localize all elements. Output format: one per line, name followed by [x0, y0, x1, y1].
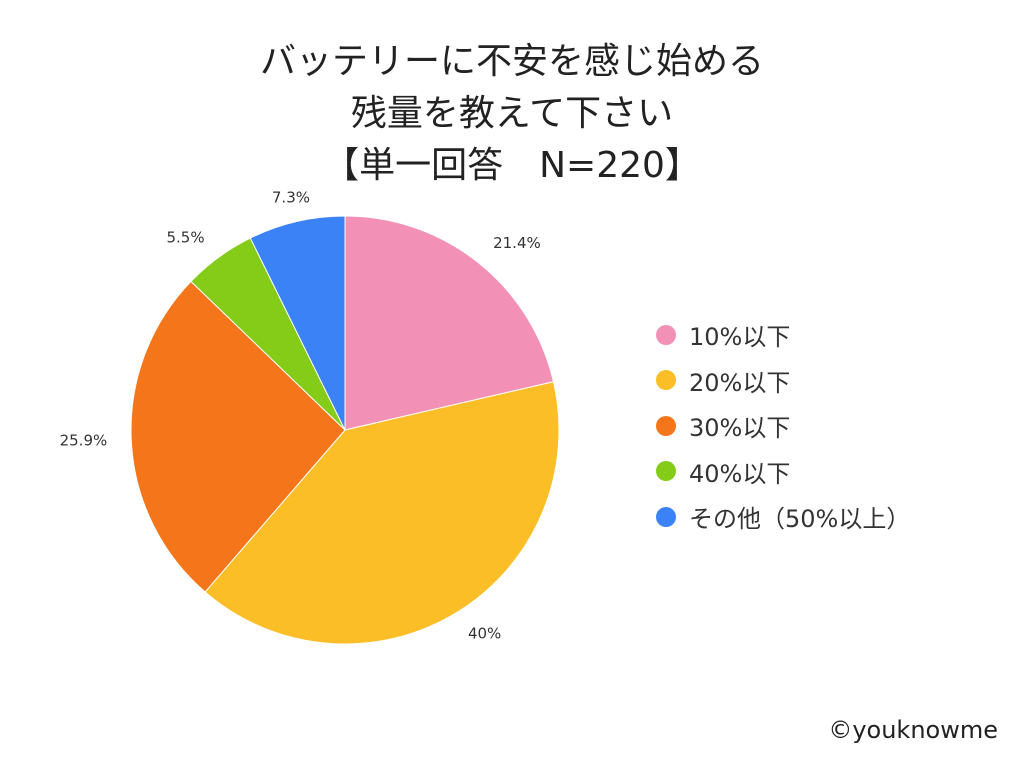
chart-title-line-2: 残量を教えて下さい: [350, 93, 674, 134]
pie-slice-other-50-above[interactable]: [249, 215, 346, 431]
legend-item-30-below[interactable]: 30%以下: [656, 403, 910, 449]
pie-slice-30-below[interactable]: [130, 280, 346, 593]
legend-label-20-below: 20%以下: [689, 368, 791, 397]
chart-title-line-1: バッテリーに不安を感じ始める: [259, 41, 764, 82]
legend-label-40-below: 40%以下: [689, 459, 791, 488]
legend-item-20-below[interactable]: 20%以下: [656, 358, 910, 404]
legend: 10%以下 20%以下 30%以下 40%以下 その他（50%以上）: [656, 312, 910, 540]
data-label-10-below: 21.4%: [493, 234, 541, 252]
pie-slice-20-below[interactable]: [204, 381, 560, 645]
legend-item-40-below[interactable]: 40%以下: [656, 449, 910, 495]
chart-title: バッテリーに不安を感じ始める 残量を教えて下さい 【単一回答 N=220】: [0, 36, 1024, 192]
legend-swatch-20-below: [656, 370, 676, 391]
copyright-text: ©youknowme: [828, 716, 998, 744]
legend-swatch-30-below: [656, 415, 676, 436]
legend-item-10-below[interactable]: 10%以下: [656, 312, 910, 358]
legend-label-other-50-above: その他（50%以上）: [689, 505, 911, 534]
legend-swatch-other-50-above: [656, 506, 676, 527]
legend-label-30-below: 30%以下: [689, 414, 791, 443]
data-label-30-below: 25.9%: [60, 431, 108, 449]
chart-title-line-3: 【単一回答 N=220】: [323, 145, 701, 186]
legend-item-other-50-above[interactable]: その他（50%以上）: [656, 494, 910, 540]
pie-slice-10-below[interactable]: [344, 215, 555, 431]
data-label-20-below: 40%: [468, 624, 501, 642]
legend-swatch-10-below: [656, 324, 676, 345]
legend-swatch-40-below: [656, 461, 676, 482]
data-label-other-50-above: 7.3%: [272, 189, 310, 207]
pie-slices: [130, 215, 560, 645]
data-label-40-below: 5.5%: [167, 228, 205, 246]
pie-data-labels: 21.4% 40% 25.9% 5.5% 7.3%: [60, 189, 541, 643]
legend-label-10-below: 10%以下: [689, 323, 791, 352]
